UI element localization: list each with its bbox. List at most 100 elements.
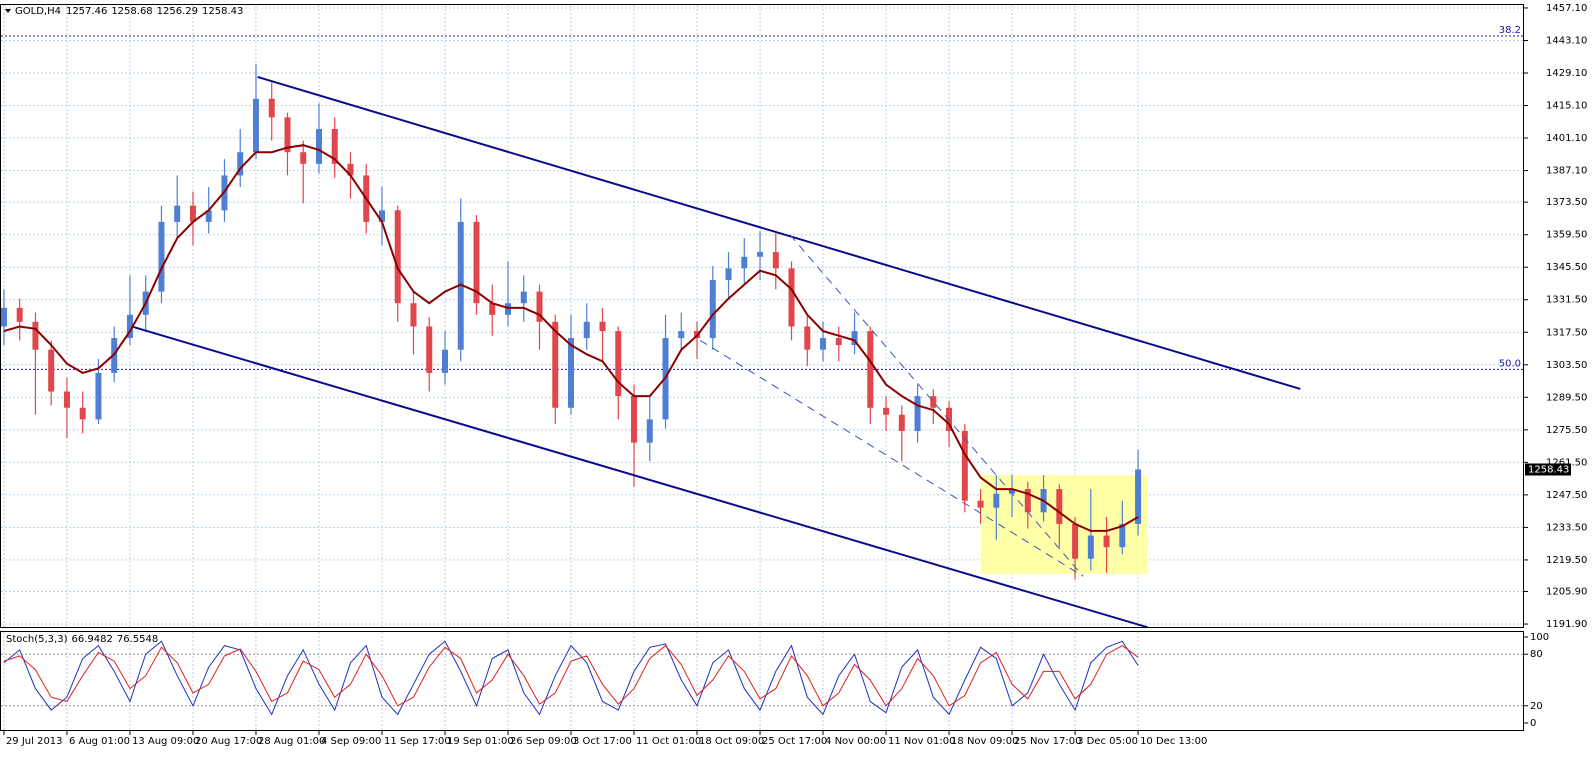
x-tick-label: 18 Oct 09:00 <box>699 736 764 747</box>
price-label-box <box>1525 463 1571 476</box>
candle-body <box>174 205 181 222</box>
quote-header: GOLD,H4 1257.46 1258.68 1256.29 1258.43 <box>15 6 243 17</box>
candle-body <box>898 414 905 431</box>
stoch-line <box>3 644 1139 707</box>
x-tick-label: 11 Nov 01:00 <box>888 736 955 747</box>
y-tick-label: 1219.50 <box>1546 555 1587 566</box>
candle-body <box>914 396 921 431</box>
y-tick-label: 1289.50 <box>1546 392 1587 403</box>
candle-body <box>788 268 795 327</box>
menu-arrow <box>5 9 11 13</box>
x-tick-label: 18 Nov 09:00 <box>951 736 1018 747</box>
candle-body <box>631 396 638 443</box>
y-tick-label: 1317.50 <box>1546 327 1587 338</box>
candle-body <box>79 407 86 420</box>
y-tick-label: 1275.50 <box>1546 425 1587 436</box>
x-tick-label: 3 Dec 05:00 <box>1077 736 1138 747</box>
y-tick-label: 1331.50 <box>1546 295 1587 306</box>
symbol: GOLD,H4 <box>15 6 61 17</box>
y-tick-label: 1415.10 <box>1546 101 1587 112</box>
candle-body <box>63 391 70 408</box>
candle-body <box>252 98 259 153</box>
fib-label: 50.0 <box>1499 358 1521 369</box>
x-tick-label: 29 Jul 2013 <box>6 736 63 747</box>
x-tick-label: 26 Sep 09:00 <box>510 736 577 747</box>
candle-body <box>583 321 590 339</box>
candle-body <box>772 252 779 269</box>
candle-body <box>457 221 464 350</box>
candle-body <box>867 331 874 408</box>
plot-layer: 38.2 50.0 <box>0 25 1523 716</box>
y-tick-label: 1345.50 <box>1546 262 1587 273</box>
x-tick-label: 28 Aug 01:00 <box>258 736 325 747</box>
y-tick-label: 1429.10 <box>1546 68 1587 79</box>
quote-low: 1256.29 <box>157 6 198 17</box>
y-tick-label: 80 <box>1530 649 1543 660</box>
candle-body <box>95 372 102 420</box>
candle-body <box>961 430 968 501</box>
candle-body <box>804 326 811 350</box>
quote-open: 1257.46 <box>66 6 107 17</box>
y-tick-label: 1247.50 <box>1546 490 1587 501</box>
candle-body <box>1135 469 1142 524</box>
x-tick-label: 4 Nov 00:00 <box>825 736 886 747</box>
candle-body <box>835 338 842 346</box>
candle-body <box>977 500 984 508</box>
candle-body <box>489 303 496 315</box>
candle-body <box>930 396 937 408</box>
stoch-header: Stoch(5,3,3) 66.9482 76.5548 <box>6 634 158 645</box>
candle-body <box>568 338 575 408</box>
x-tick-label: 20 Aug 17:00 <box>195 736 262 747</box>
y-tick-label: 0 <box>1530 718 1536 729</box>
candle-body <box>48 349 55 392</box>
y-tick-label: 20 <box>1530 701 1543 712</box>
candle-body <box>426 326 433 373</box>
x-tick-label: 25 Nov 17:00 <box>1014 736 1081 747</box>
trendline <box>131 325 1148 629</box>
y-tick-label: 1233.50 <box>1546 522 1587 533</box>
y-tick-label: 1205.90 <box>1546 587 1587 598</box>
candle-body <box>268 98 275 118</box>
x-tick-label: 6 Aug 01:00 <box>69 736 130 747</box>
y-tick-label: 1373.50 <box>1546 197 1587 208</box>
candle-body <box>300 152 307 164</box>
y-tick-label: 1457.10 <box>1546 3 1587 14</box>
candle-body <box>1087 535 1094 559</box>
candle-body <box>315 128 322 164</box>
candle-body <box>0 307 7 327</box>
candle-body <box>615 331 622 397</box>
stoch-main-value: 66.9482 <box>71 634 112 645</box>
candle-body <box>205 210 212 222</box>
candle-body <box>883 407 890 415</box>
candle-body <box>394 210 401 304</box>
candle-body <box>126 314 133 339</box>
candle-body <box>16 307 23 322</box>
y-tick-label: 1359.50 <box>1546 230 1587 241</box>
y-tick-label: 100 <box>1530 632 1549 643</box>
candle-body <box>189 205 196 222</box>
y-tick-label: 1261.50 <box>1546 457 1587 468</box>
x-tick-label: 13 Aug 09:00 <box>132 736 199 747</box>
candle-body <box>441 349 448 373</box>
fib-label: 38.2 <box>1499 25 1521 36</box>
candle-body <box>599 321 606 332</box>
trendline <box>789 234 1084 577</box>
candle-body <box>520 291 527 304</box>
candle-body <box>820 338 827 350</box>
candle-body <box>993 493 1000 508</box>
candle-body <box>1072 523 1079 559</box>
candle-body <box>851 331 858 346</box>
candle-body <box>378 210 385 222</box>
y-tick-label: 1303.50 <box>1546 360 1587 371</box>
candle-body <box>725 268 732 280</box>
grid-layer <box>1 5 1523 730</box>
candle-body <box>505 303 511 315</box>
x-tick-label: 10 Dec 13:00 <box>1140 736 1207 747</box>
trendline <box>699 339 1084 577</box>
price-label: 1258.43 <box>1528 464 1569 475</box>
candle-body <box>709 279 716 339</box>
stoch-name: Stoch(5,3,3) <box>6 634 68 645</box>
quote-close: 1258.43 <box>202 6 243 17</box>
